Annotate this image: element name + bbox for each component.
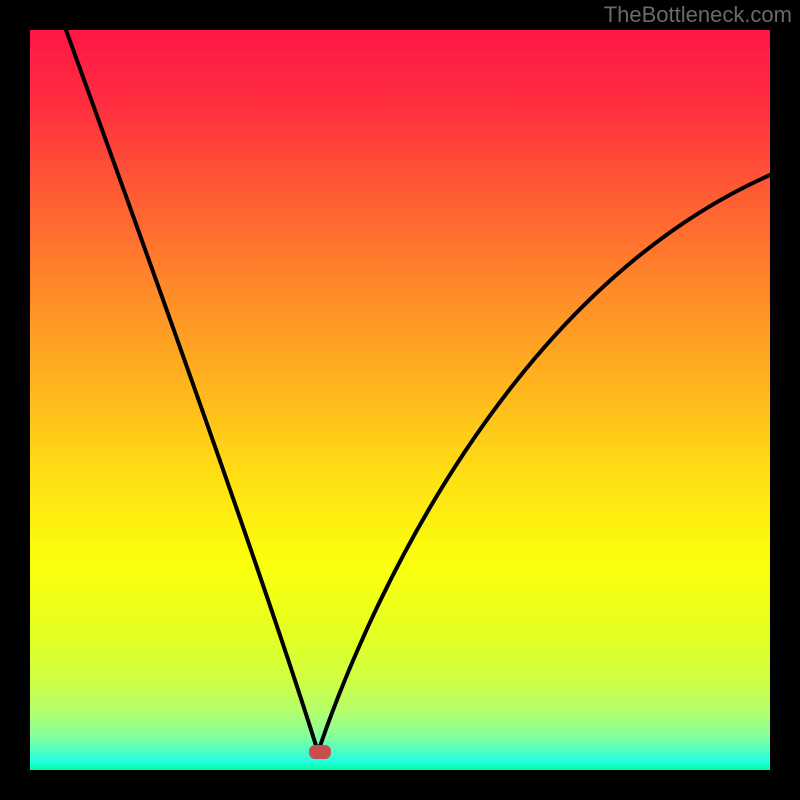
minimum-marker: [309, 745, 331, 759]
chart-container: TheBottleneck.com: [0, 0, 800, 800]
chart-svg: [30, 30, 770, 770]
gradient-background: [30, 30, 770, 770]
watermark-text: TheBottleneck.com: [604, 2, 792, 28]
plot-area: [30, 30, 770, 770]
